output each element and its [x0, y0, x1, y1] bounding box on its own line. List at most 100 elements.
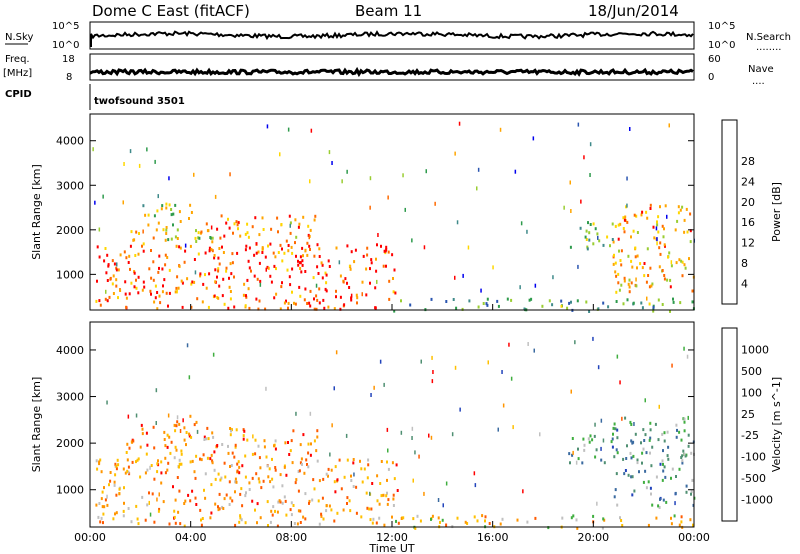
range-gate-cell [402, 516, 405, 520]
range-gate-cell [184, 249, 187, 253]
isolated-echo [229, 172, 231, 177]
range-gate-cell [307, 442, 310, 446]
range-gate-cell [330, 508, 333, 512]
range-gate-cell [635, 214, 638, 218]
range-gate-cell [285, 299, 287, 303]
range-gate-cell [299, 255, 302, 259]
range-gate-cell [636, 266, 638, 270]
range-gate-cell [181, 281, 184, 285]
isolated-echo [683, 346, 685, 351]
range-gate-cell [388, 279, 391, 283]
range-gate-cell [626, 444, 628, 448]
range-gate-cell [127, 507, 130, 510]
range-gate-cell [168, 522, 171, 526]
range-gate-cell [134, 254, 137, 257]
range-gate-cell [534, 516, 537, 520]
range-gate-cell [336, 511, 339, 515]
range-gate-cell [216, 444, 219, 447]
range-gate-cell [199, 508, 202, 512]
range-gate-cell [153, 214, 156, 218]
range-gate-cell [630, 259, 633, 263]
range-gate-cell [193, 470, 196, 474]
range-gate-cell [301, 259, 304, 263]
range-gate-cell [269, 242, 272, 246]
range-gate-cell [179, 246, 182, 250]
range-gate-cell [253, 274, 256, 278]
echo-cluster-6 [568, 434, 613, 465]
range-gate-cell [142, 204, 145, 208]
range-gate-cell [636, 458, 639, 462]
isolated-echo [149, 465, 151, 470]
range-gate-cell [577, 457, 580, 461]
range-gate-cell [577, 447, 579, 451]
range-gate-cell [528, 298, 531, 302]
range-gate-cell [338, 458, 341, 462]
range-gate-cell [651, 445, 654, 449]
range-gate-cell [280, 223, 283, 226]
range-gate-cell [662, 462, 664, 466]
range-gate-cell [658, 246, 661, 250]
range-gate-cell [185, 431, 188, 434]
range-gate-cell [640, 441, 642, 445]
range-gate-cell [615, 472, 618, 476]
isolated-echo [589, 142, 592, 147]
range-gate-cell [368, 507, 371, 511]
isolated-echo [333, 386, 335, 391]
range-gate-cell [630, 235, 632, 239]
isolated-echo [602, 438, 605, 443]
range-gate-cell [178, 422, 181, 426]
range-gate-cell [356, 301, 358, 305]
range-gate-cell [657, 230, 660, 234]
nsky-hi-tick: 10^5 [52, 21, 79, 32]
range-gate-cell [165, 232, 168, 235]
range-gate-cell [587, 221, 589, 225]
isolated-echo [411, 436, 413, 440]
range-gate-cell [586, 245, 589, 249]
range-gate-cell [297, 259, 299, 263]
range-gate-cell [619, 516, 621, 520]
range-gate-cell [244, 454, 247, 458]
range-gate-cell [238, 465, 241, 469]
range-gate-cell [112, 274, 115, 278]
range-gate-cell [639, 262, 642, 266]
range-gate-cell [365, 267, 368, 271]
range-gate-cell [106, 253, 109, 257]
range-gate-cell [111, 259, 114, 263]
range-gate-cell [301, 246, 304, 250]
range-gate-cell [663, 439, 666, 443]
range-gate-cell [369, 281, 371, 285]
range-gate-cell [208, 246, 211, 250]
range-gate-cell [666, 430, 669, 434]
range-gate-cell [291, 267, 294, 271]
range-gate-cell [691, 289, 694, 293]
range-gate-cell [680, 515, 683, 519]
range-gate-cell [679, 301, 682, 305]
range-gate-cell [104, 247, 107, 250]
range-gate-cell [626, 298, 629, 302]
range-gate-cell [303, 471, 306, 475]
range-gate-cell [152, 278, 155, 282]
range-gate-cell [246, 438, 249, 442]
range-gate-cell [367, 458, 370, 462]
range-gate-cell [350, 250, 353, 254]
range-gate-cell [385, 494, 388, 498]
isolated-echo [184, 243, 187, 248]
range-gate-cell [251, 225, 254, 229]
range-gate-cell [196, 297, 199, 301]
range-gate-cell [629, 451, 632, 455]
range-gate-cell [309, 453, 312, 457]
range-gate-cell [683, 218, 686, 222]
range-gate-cell [293, 522, 296, 525]
range-gate-cell [582, 437, 585, 441]
range-gate-cell [213, 256, 216, 260]
range-gate-cell [611, 437, 614, 441]
range-gate-cell [152, 260, 155, 264]
range-gate-cell [626, 220, 629, 224]
isolated-echo [329, 452, 331, 457]
range-gate-cell [127, 465, 130, 469]
range-gate-cell [124, 280, 127, 284]
range-gate-cell [168, 268, 171, 272]
range-gate-cell [380, 244, 382, 248]
range-gate-cell [204, 273, 206, 277]
range-gate-cell [214, 477, 217, 481]
